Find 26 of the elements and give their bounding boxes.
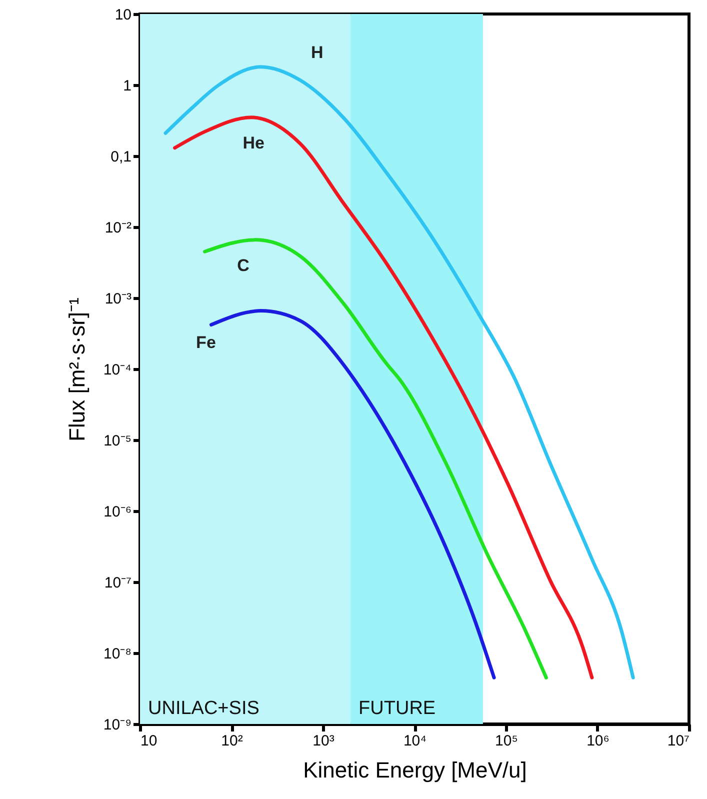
- y-tick-label: 10⁻⁸: [103, 646, 132, 662]
- y-tick-label: 10⁻⁷: [104, 574, 132, 592]
- series-label: H: [310, 42, 324, 62]
- y-tick-label: 10⁻⁹: [103, 716, 132, 734]
- band-label: FUTURE: [358, 698, 436, 719]
- x-tick-label: 10⁷: [667, 732, 690, 750]
- band-label: UNILAC+SIS: [148, 698, 260, 719]
- y-tick-label: 10⁻⁶: [104, 504, 132, 520]
- y-tick-label: 10: [114, 6, 132, 24]
- y-tick-label: 10⁻⁵: [104, 432, 132, 450]
- x-tick-label: 10³: [312, 732, 334, 750]
- y-tick-label: 10⁻²: [104, 220, 132, 236]
- y-axis-title: Flux [m²·s·sr]⁻¹: [64, 298, 90, 442]
- y-tick-label: 10⁻⁴: [103, 362, 132, 378]
- series-label: C: [237, 256, 250, 275]
- series-label: He: [242, 133, 265, 152]
- x-tick-label: 10: [140, 732, 158, 750]
- x-tick-label: 10⁴: [403, 732, 427, 750]
- x-axis-title: Kinetic Energy [MeV/u]: [303, 758, 527, 782]
- y-tick-label: 10⁻³: [104, 290, 132, 308]
- y-tick-label: 1: [123, 78, 132, 94]
- x-tick-label: 10⁶: [586, 732, 610, 750]
- x-tick-label: 10²: [221, 732, 243, 750]
- y-tick-label: 0,1: [110, 148, 132, 166]
- x-tick-label: 10⁵: [495, 732, 518, 750]
- series-label: Fe: [196, 332, 216, 352]
